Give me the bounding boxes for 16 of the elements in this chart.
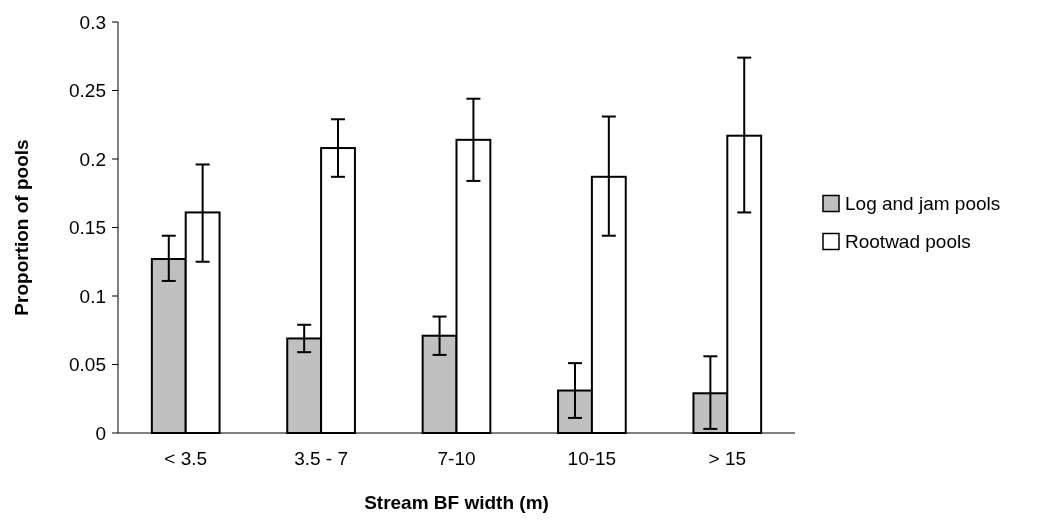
y-tick-label: 0.15 <box>69 217 106 239</box>
x-tick-label: 3.5 - 7 <box>294 448 349 469</box>
x-tick-label: < 3.5 <box>164 448 208 469</box>
x-tick-label: 7-10 <box>437 448 476 469</box>
x-tick-label: 10-15 <box>567 448 617 469</box>
y-tick-label: 0.2 <box>79 148 106 170</box>
x-tick-label: > 15 <box>708 448 747 469</box>
y-tick-label: 0.25 <box>69 80 106 102</box>
y-axis-title: Proportion of pools <box>11 139 32 316</box>
y-tick-label: 0.3 <box>79 11 106 33</box>
y-tick-label: 0.05 <box>69 354 106 376</box>
y-tick-label: 0 <box>95 422 106 444</box>
legend-label: Rootwad pools <box>845 231 971 253</box>
y-tick-label: 0.1 <box>79 285 106 307</box>
legend-label: Log and jam pools <box>845 193 1001 215</box>
x-axis-title: Stream BF width (m) <box>364 492 549 513</box>
